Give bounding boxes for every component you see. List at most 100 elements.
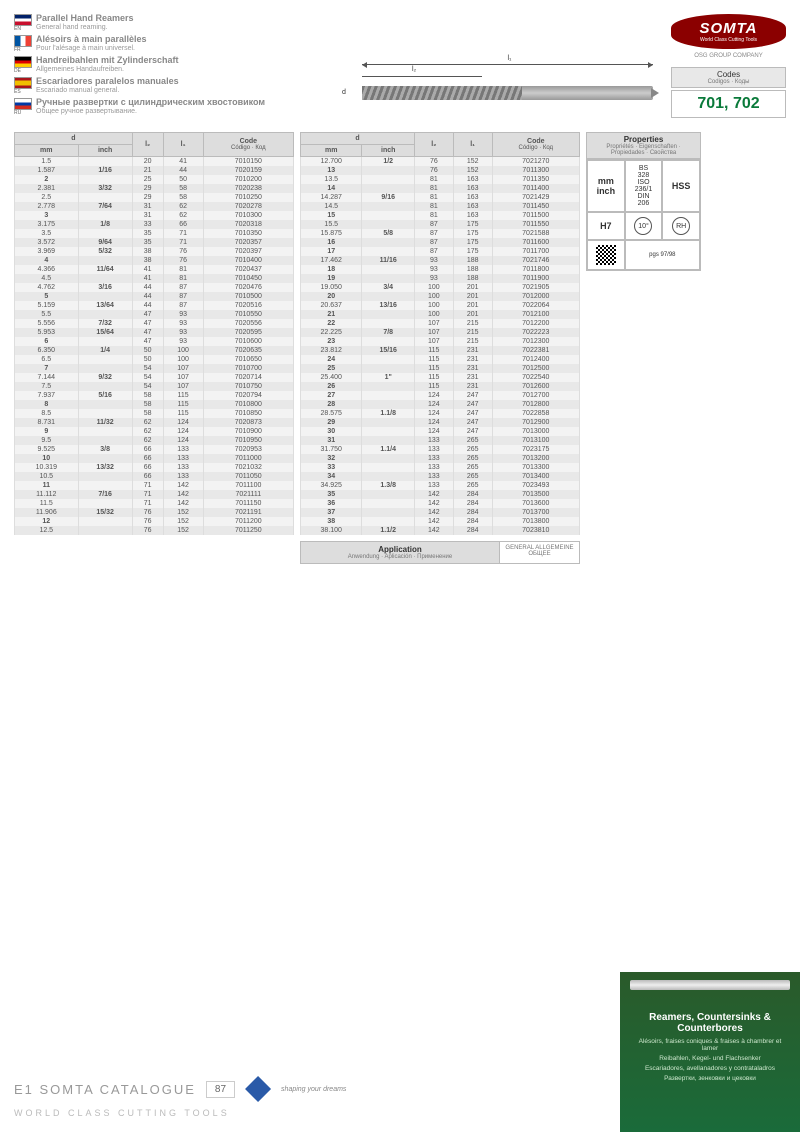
table-row: 211002017012100: [301, 310, 580, 319]
table-row: 281242477012800: [301, 400, 580, 409]
table-row: 3.1751/833667020318: [15, 220, 294, 229]
page-number: 87: [206, 1081, 235, 1098]
table-row: 15811637011500: [301, 211, 580, 220]
table-row: 1.5871/1621447020159: [15, 166, 294, 175]
table-row: 8.73111/32621247020873: [15, 418, 294, 427]
table-row: 9.5253/8661337020953: [15, 445, 294, 454]
table-row: 351422847013500: [301, 490, 580, 499]
language-block: ENParallel Hand ReamersGeneral hand ream…: [14, 14, 304, 124]
table-row: 4.7623/1644877020476: [15, 283, 294, 292]
table-row: 7541077010700: [15, 364, 294, 373]
table-row: 17871757011700: [301, 247, 580, 256]
table-row: 331627010300: [15, 211, 294, 220]
data-table-1: dl₂l₁CodeCódigo · Кодmminch1.52041701015…: [14, 132, 294, 535]
table-row: 5.5567/3247937020556: [15, 319, 294, 328]
table-row: 11.5711427011150: [15, 499, 294, 508]
catalogue-title: E1 SOMTA CATALOGUE: [14, 1082, 196, 1097]
codes-value: 701, 702: [671, 90, 786, 118]
table-row: 544877010500: [15, 292, 294, 301]
table-row: 291242477012900: [301, 418, 580, 427]
property-cell: BS328ISO236/1DIN206: [625, 160, 663, 212]
table-row: 5.95315/6447937020595: [15, 328, 294, 337]
table-row: 438767010400: [15, 256, 294, 265]
table-row: 10661337011000: [15, 454, 294, 463]
table-row: 3.535717010350: [15, 229, 294, 238]
dim-d-label: d: [342, 89, 346, 96]
application-box: ApplicationAnwendung · Aplicación · Прим…: [300, 541, 580, 564]
lang-title: Parallel Hand Reamers: [36, 14, 134, 24]
table-row: 7.5541077010750: [15, 382, 294, 391]
table-row: 4.36611/6441817020437: [15, 265, 294, 274]
table-row: 17.46211/16931887021746: [301, 256, 580, 265]
table-row: 647937010600: [15, 337, 294, 346]
flag-icon: [14, 98, 32, 110]
table-row: 11711427011100: [15, 481, 294, 490]
table-row: 16871757011600: [301, 238, 580, 247]
table-row: 2.7787/6431627020278: [15, 202, 294, 211]
table-row: 341332657013400: [301, 472, 580, 481]
table-row: 5.15913/6444877020516: [15, 301, 294, 310]
table-row: 201002017012000: [301, 292, 580, 301]
table-row: 38.1001.1/21422847023810: [301, 526, 580, 535]
table-row: 11.90615/32761527021191: [15, 508, 294, 517]
table-row: 28.5751.1/81242477022858: [301, 409, 580, 418]
flag-icon: [14, 14, 32, 26]
table-row: 2.3813/3229587020238: [15, 184, 294, 193]
property-cell: mminch: [587, 160, 625, 212]
table-row: 10.31913/32661337021032: [15, 463, 294, 472]
table-row: 23.81215/161152317022381: [301, 346, 580, 355]
lang-title: Handreibahlen mit Zylinderschaft: [36, 56, 179, 66]
property-cell: RH: [662, 212, 700, 240]
table-row: 1.520417010150: [15, 157, 294, 167]
properties-panel: PropertiesPropriétés · Eigenschaften · P…: [586, 132, 701, 535]
table-row: 11.1127/16711427021111: [15, 490, 294, 499]
dim-l2-label: l₂: [412, 66, 416, 73]
table-row: 4.541817010450: [15, 274, 294, 283]
page-footer: E1 SOMTA CATALOGUE 87 shaping your dream…: [0, 972, 800, 1132]
table-row: 8581157010800: [15, 400, 294, 409]
table-row: 19.0503/41002017021905: [301, 283, 580, 292]
osg-logo-icon: [245, 1076, 271, 1102]
tool-diagram: l₁ l₂ d: [312, 14, 663, 124]
table-row: 9.5621247010950: [15, 436, 294, 445]
table-row: 19931887011900: [301, 274, 580, 283]
table-row: 9621247010900: [15, 427, 294, 436]
group-label: OSG GROUP COMPANY: [671, 53, 786, 59]
table-row: 311332657013100: [301, 436, 580, 445]
table-row: 251152317012500: [301, 364, 580, 373]
table-row: 6.5501007010650: [15, 355, 294, 364]
table-row: 7.9375/16581157020794: [15, 391, 294, 400]
lang-subtitle: Escariado manual general.: [36, 87, 179, 95]
table-row: 22.2257/81072157022223: [301, 328, 580, 337]
table-row: 381422847013800: [301, 517, 580, 526]
table-row: 34.9251.3/81332657023493: [301, 481, 580, 490]
table-row: 13.5811637011350: [301, 175, 580, 184]
property-cell: H7: [587, 212, 625, 240]
table-row: 31.7501.1/41332657023175: [301, 445, 580, 454]
table-row: 3.9695/3238767020397: [15, 247, 294, 256]
table-row: 20.63713/161002017022064: [301, 301, 580, 310]
category-sidebar: Reamers, Countersinks & Counterbores Alé…: [620, 972, 800, 1132]
table-row: 6.3501/4501007020635: [15, 346, 294, 355]
data-table-2: dl₂l₁CodeCódigo · Кодmminch12.7001/27615…: [300, 132, 580, 535]
brand-logo: SOMTA World Class Cutting Tools: [671, 14, 786, 49]
flag-icon: [14, 35, 32, 47]
table-row: 8.5581157010850: [15, 409, 294, 418]
table-row: 12761527011200: [15, 517, 294, 526]
table-row: 321332657013200: [301, 454, 580, 463]
lang-title: Alésoirs à main parallèles: [36, 35, 147, 45]
table-row: 7.1449/32541077020714: [15, 373, 294, 382]
table-row: 371422847013700: [301, 508, 580, 517]
table-row: 331332657013300: [301, 463, 580, 472]
dim-l1-label: l₁: [508, 55, 512, 62]
table-row: 15.5871757011550: [301, 220, 580, 229]
table-row: 14811637011400: [301, 184, 580, 193]
table-row: 5.547937010550: [15, 310, 294, 319]
flag-icon: [14, 56, 32, 68]
table-row: 3.5729/6435717020357: [15, 238, 294, 247]
property-cell: 10°: [625, 212, 663, 240]
lang-title: Ручные развертки с цилиндрическим хвосто…: [36, 98, 265, 108]
table-row: 2.529587010250: [15, 193, 294, 202]
lang-subtitle: General hand reaming.: [36, 24, 134, 32]
lang-subtitle: Pour l'alésage à main universel.: [36, 45, 147, 53]
